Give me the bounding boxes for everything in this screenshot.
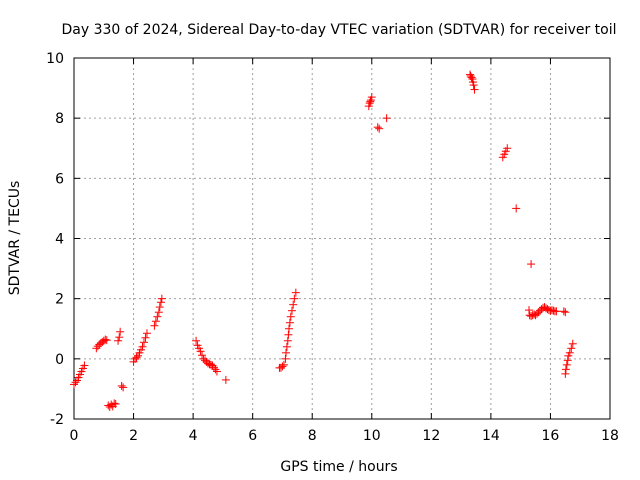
x-tick-label: 16 <box>542 428 560 444</box>
data-point <box>101 335 110 344</box>
data-point <box>375 124 384 133</box>
data-point <box>469 81 478 90</box>
data-point <box>283 336 292 345</box>
data-point <box>467 73 476 82</box>
data-point <box>289 300 298 309</box>
y-axis-label: SDTVAR / TECUs <box>7 181 23 296</box>
x-tick-label: 2 <box>129 428 138 444</box>
data-point <box>284 324 293 333</box>
x-tick-label: 12 <box>422 428 440 444</box>
y-tick-label: -2 <box>50 412 64 428</box>
data-point <box>141 333 150 342</box>
data-point <box>138 342 147 351</box>
data-point <box>279 360 288 369</box>
data-points <box>70 70 577 411</box>
data-point <box>552 307 561 316</box>
x-tick-label: 14 <box>482 428 500 444</box>
data-point <box>114 336 123 345</box>
data-point <box>142 329 151 338</box>
data-point <box>209 363 218 372</box>
y-tick-label: 2 <box>55 292 64 308</box>
y-tick-label: 6 <box>55 171 64 187</box>
data-point <box>561 308 570 317</box>
data-point <box>278 362 287 371</box>
data-point <box>512 204 521 213</box>
data-point <box>285 318 294 327</box>
data-point <box>221 375 230 384</box>
data-point <box>198 351 207 360</box>
x-axis-label: GPS time / hours <box>280 459 397 475</box>
data-point <box>110 399 119 408</box>
x-tick-labels: 0 2 4 6 8 10 12 14 16 18 <box>70 428 619 444</box>
data-point <box>559 307 568 316</box>
data-point <box>71 378 80 387</box>
data-point <box>562 360 571 369</box>
data-point <box>154 308 163 317</box>
data-point <box>282 348 291 357</box>
data-point <box>561 365 570 374</box>
data-point <box>291 288 300 297</box>
y-tick-label: 0 <box>55 352 64 368</box>
data-point <box>155 303 164 312</box>
x-tick-label: 10 <box>363 428 381 444</box>
axis-ticks <box>73 57 611 420</box>
data-point <box>525 306 534 315</box>
data-point <box>282 342 291 351</box>
data-point <box>568 339 577 348</box>
data-point <box>382 114 391 123</box>
data-point <box>196 347 205 356</box>
grid <box>74 58 610 419</box>
data-point <box>157 294 166 303</box>
data-point <box>212 367 221 376</box>
data-point <box>281 354 290 363</box>
data-point <box>156 298 165 307</box>
data-point <box>373 123 382 132</box>
chart-title: Day 330 of 2024, Sidereal Day-to-day VTE… <box>61 22 616 38</box>
data-point <box>470 85 479 94</box>
data-point <box>211 365 220 374</box>
x-tick-label: 6 <box>248 428 257 444</box>
data-point <box>527 260 536 269</box>
data-point <box>367 93 376 102</box>
data-point <box>119 383 128 392</box>
data-point <box>150 321 159 330</box>
data-point <box>102 336 111 345</box>
x-tick-label: 4 <box>189 428 198 444</box>
data-point <box>111 399 120 408</box>
y-tick-label: 8 <box>55 111 64 127</box>
data-point <box>80 361 89 370</box>
data-point <box>286 312 295 321</box>
data-point <box>290 294 299 303</box>
y-tick-labels: -2 0 2 4 6 8 10 <box>46 51 64 428</box>
y-tick-label: 10 <box>46 51 64 67</box>
data-point <box>132 353 141 362</box>
data-point <box>284 330 293 339</box>
data-point <box>563 356 572 365</box>
data-point <box>503 144 512 153</box>
data-point <box>139 338 148 347</box>
data-point <box>561 369 570 378</box>
x-tick-label: 8 <box>308 428 317 444</box>
data-point <box>287 306 296 315</box>
data-point <box>115 333 124 342</box>
data-point <box>116 327 125 336</box>
x-tick-label: 18 <box>601 428 619 444</box>
data-point <box>565 348 574 357</box>
data-point <box>192 336 201 345</box>
x-tick-label: 0 <box>70 428 79 444</box>
data-point <box>366 97 375 106</box>
y-tick-label: 4 <box>55 232 64 248</box>
data-point <box>151 317 160 326</box>
data-point <box>117 381 126 390</box>
data-point <box>567 344 576 353</box>
data-point <box>153 312 162 321</box>
